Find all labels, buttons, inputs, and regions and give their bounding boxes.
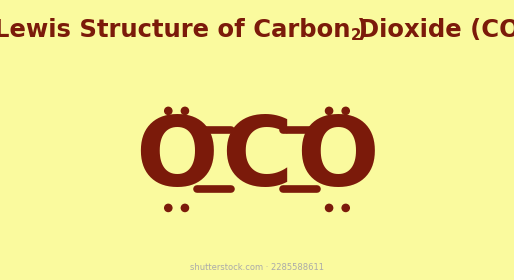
Text: shutterstock.com · 2285588611: shutterstock.com · 2285588611 bbox=[190, 263, 324, 272]
Circle shape bbox=[342, 204, 350, 211]
Text: ): ) bbox=[356, 18, 367, 43]
Circle shape bbox=[325, 204, 333, 211]
Circle shape bbox=[181, 107, 189, 115]
Text: C: C bbox=[222, 113, 292, 206]
Circle shape bbox=[342, 107, 350, 115]
Circle shape bbox=[164, 107, 172, 115]
Text: 2: 2 bbox=[351, 28, 361, 43]
Circle shape bbox=[325, 107, 333, 115]
Circle shape bbox=[181, 204, 189, 211]
Text: O: O bbox=[135, 113, 218, 206]
Circle shape bbox=[164, 204, 172, 211]
Text: Lewis Structure of Carbon Dioxide (CO: Lewis Structure of Carbon Dioxide (CO bbox=[0, 18, 514, 43]
Text: O: O bbox=[296, 113, 379, 206]
